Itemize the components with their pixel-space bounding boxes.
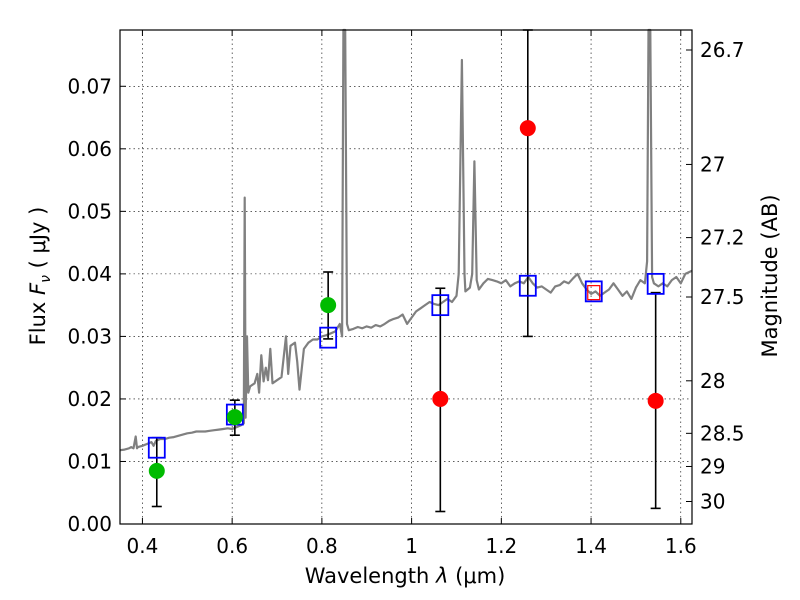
red-data-point bbox=[519, 120, 536, 137]
axis-ticks: 0.4 0.6 0.8 1 1.2 1.4 1.6 0.00 0.01 0.02 0.03 0.04 0… bbox=[67, 30, 745, 558]
y-tick-label: 0.02 bbox=[67, 387, 112, 411]
y2-tick-label: 27 bbox=[700, 152, 725, 176]
x-tick-label: 1.2 bbox=[485, 534, 517, 558]
y2-tick-label: 27.5 bbox=[700, 285, 745, 309]
y-tick-label: 0.04 bbox=[67, 262, 112, 286]
model-square bbox=[584, 280, 603, 303]
x-tick-label: 0.8 bbox=[306, 534, 338, 558]
y-tick-label: 0.01 bbox=[67, 449, 112, 473]
y-tick-label: 0.03 bbox=[67, 324, 112, 348]
x-tick-label: 0.4 bbox=[127, 534, 159, 558]
model-square bbox=[518, 274, 537, 297]
x-tick-label: 1.6 bbox=[665, 534, 697, 558]
y2-axis-label: Magnitude (AB) bbox=[758, 194, 782, 357]
grid bbox=[120, 30, 692, 525]
green-data-point bbox=[320, 297, 337, 314]
x-tick-label: 1.4 bbox=[575, 534, 607, 558]
model-square bbox=[646, 272, 665, 295]
y2-tick-label: 28 bbox=[700, 369, 725, 393]
red-data-point bbox=[432, 390, 449, 407]
model-square bbox=[147, 436, 166, 459]
model-square bbox=[431, 294, 450, 317]
y2-tick-label: 26.7 bbox=[700, 38, 745, 62]
x-tick-label: 0.6 bbox=[216, 534, 248, 558]
y2-tick-label: 27.2 bbox=[700, 226, 745, 250]
y-tick-label: 0.05 bbox=[67, 199, 112, 223]
model-square bbox=[319, 326, 338, 349]
y-tick-label: 0.07 bbox=[67, 74, 112, 98]
y2-tick-label: 30 bbox=[700, 489, 725, 513]
green-data-point bbox=[148, 462, 165, 479]
y2-tick-label: 28.5 bbox=[700, 421, 745, 445]
y-tick-label: 0.00 bbox=[67, 512, 112, 536]
y2-tick-label: 29 bbox=[700, 454, 725, 478]
red-data-point bbox=[647, 392, 664, 409]
small-red-square bbox=[587, 285, 601, 301]
y-tick-label: 0.06 bbox=[67, 137, 112, 161]
plot-area bbox=[119, 28, 693, 513]
spectrum-line bbox=[119, 28, 693, 452]
y-axis-label: Flux Fν ( μJy ) bbox=[26, 207, 54, 346]
plot-frame bbox=[119, 29, 693, 525]
x-axis-label: Wavelength λ (μm) bbox=[305, 564, 506, 588]
x-tick-label: 1 bbox=[405, 534, 418, 558]
green-data-point bbox=[226, 409, 243, 426]
